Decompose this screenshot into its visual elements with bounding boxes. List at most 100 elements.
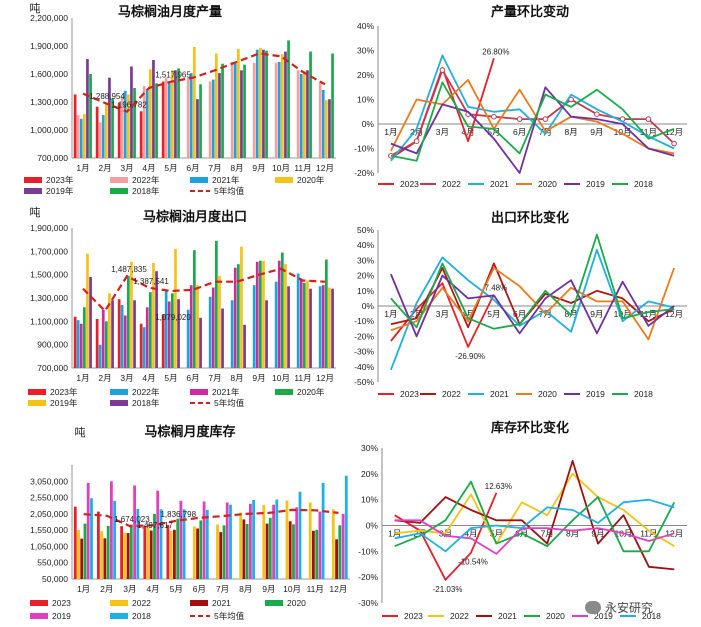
bar <box>193 46 196 158</box>
y-tick-label: 1,000,000 <box>30 125 68 135</box>
x-tick-label: 8月 <box>230 163 243 173</box>
bar <box>83 523 87 579</box>
bar <box>155 83 158 158</box>
chart-title: 产量环比变动 <box>491 4 569 20</box>
legend-swatch <box>110 188 128 194</box>
y-tick-label: 0% <box>362 119 375 129</box>
data-label: 12.63% <box>485 482 512 491</box>
data-label: 26.80% <box>482 47 509 56</box>
bar <box>208 296 212 368</box>
legend-swatch <box>30 613 48 619</box>
bar <box>230 300 234 368</box>
bar <box>86 253 89 368</box>
y-tick-label: 1,500,000 <box>30 270 68 280</box>
chart-c6: 库存环比变化-30%-20%-10%0%10%20%30%1月 2月 3月 4月 5月 6… <box>358 420 687 621</box>
unit-label: 吨 <box>30 206 41 219</box>
legend-swatch <box>24 177 42 183</box>
bar <box>259 47 262 158</box>
bar <box>284 51 287 158</box>
y-tick-label: -30% <box>358 598 378 608</box>
series-marker <box>645 116 652 122</box>
bar <box>318 286 322 368</box>
data-label: -26.90% <box>455 352 485 361</box>
series-marker <box>491 113 497 120</box>
series-line <box>390 86 675 174</box>
data-label: 1,387,541 <box>133 277 169 286</box>
x-tick-label: 5月 <box>164 373 177 383</box>
x-tick-label: 6月 <box>513 309 526 319</box>
x-tick-label: 12月 <box>329 584 347 594</box>
bar <box>240 246 243 368</box>
bar <box>341 513 345 579</box>
bar <box>133 300 136 368</box>
bar <box>219 532 223 579</box>
chart-c2: 产量环比变动 -20% -10% 0% 10% 20% 30% 40% 1月 2月 3月 4月 5月 6月… <box>354 4 687 189</box>
bar <box>130 261 133 368</box>
bar <box>259 260 262 368</box>
bar <box>218 73 221 158</box>
x-tick-label: 5月 <box>490 529 503 539</box>
bar <box>120 96 124 158</box>
bar <box>76 115 80 158</box>
bar <box>123 315 127 368</box>
bar <box>145 307 149 368</box>
y-tick-label: 2,550,000 <box>30 493 68 503</box>
bar <box>331 53 334 158</box>
bar <box>296 70 300 158</box>
bar <box>139 323 143 368</box>
bar <box>215 240 218 368</box>
x-tick-label: 8月 <box>239 584 252 594</box>
bar <box>127 275 130 368</box>
bar <box>100 531 104 579</box>
bar <box>303 282 306 368</box>
bar <box>303 71 306 158</box>
bar <box>120 305 124 368</box>
series-marker <box>413 138 420 144</box>
y-tick-label: -50% <box>354 377 374 387</box>
bar <box>287 286 290 368</box>
bar <box>98 344 102 368</box>
bar <box>161 81 165 158</box>
bar <box>216 524 219 579</box>
bar <box>262 49 265 159</box>
y-tick-label: 550,000 <box>37 558 68 568</box>
bar <box>111 300 114 368</box>
x-tick-label: 2月 <box>410 127 423 137</box>
bar <box>230 61 234 158</box>
y-tick-label: 2,200,000 <box>30 13 68 23</box>
chart-c1: 马棕榈油月度产量 吨 700,000 1,000,000 1,300,000 1,600,… <box>24 2 336 196</box>
bar <box>83 307 86 368</box>
series-line <box>394 519 675 555</box>
bar <box>298 491 302 579</box>
bar <box>95 319 99 368</box>
bar <box>164 291 168 368</box>
bar <box>161 314 165 368</box>
y-tick-label: 30% <box>361 443 378 453</box>
y-tick-label: 40% <box>357 21 374 31</box>
x-tick-label: 7月 <box>208 163 221 173</box>
legend-swatch <box>190 600 208 606</box>
y-tick-label: 30% <box>357 46 374 56</box>
y-tick-label: 900,000 <box>37 340 68 350</box>
bar <box>182 509 186 579</box>
bar <box>79 323 83 368</box>
watermark-text: 永安研究 <box>605 601 654 615</box>
legend-label: 2019 <box>52 611 71 621</box>
bar <box>117 299 121 368</box>
legend-label: 2018 <box>634 179 653 189</box>
bar <box>146 527 150 579</box>
x-tick-label: 11月 <box>640 127 657 137</box>
bar <box>199 84 202 158</box>
bar <box>73 94 77 158</box>
y-tick-label: 1,900,000 <box>30 41 68 51</box>
series-marker <box>671 140 677 147</box>
bar <box>255 49 259 159</box>
bar <box>86 59 89 158</box>
chart-title: 马棕榈油月度产量 <box>118 4 222 20</box>
bar <box>344 475 348 579</box>
bar <box>321 482 325 579</box>
x-tick-label: 11月 <box>640 529 657 539</box>
x-tick-label: 4月 <box>142 373 155 383</box>
series-marker <box>594 111 600 117</box>
y-tick-label: 20% <box>357 70 374 80</box>
